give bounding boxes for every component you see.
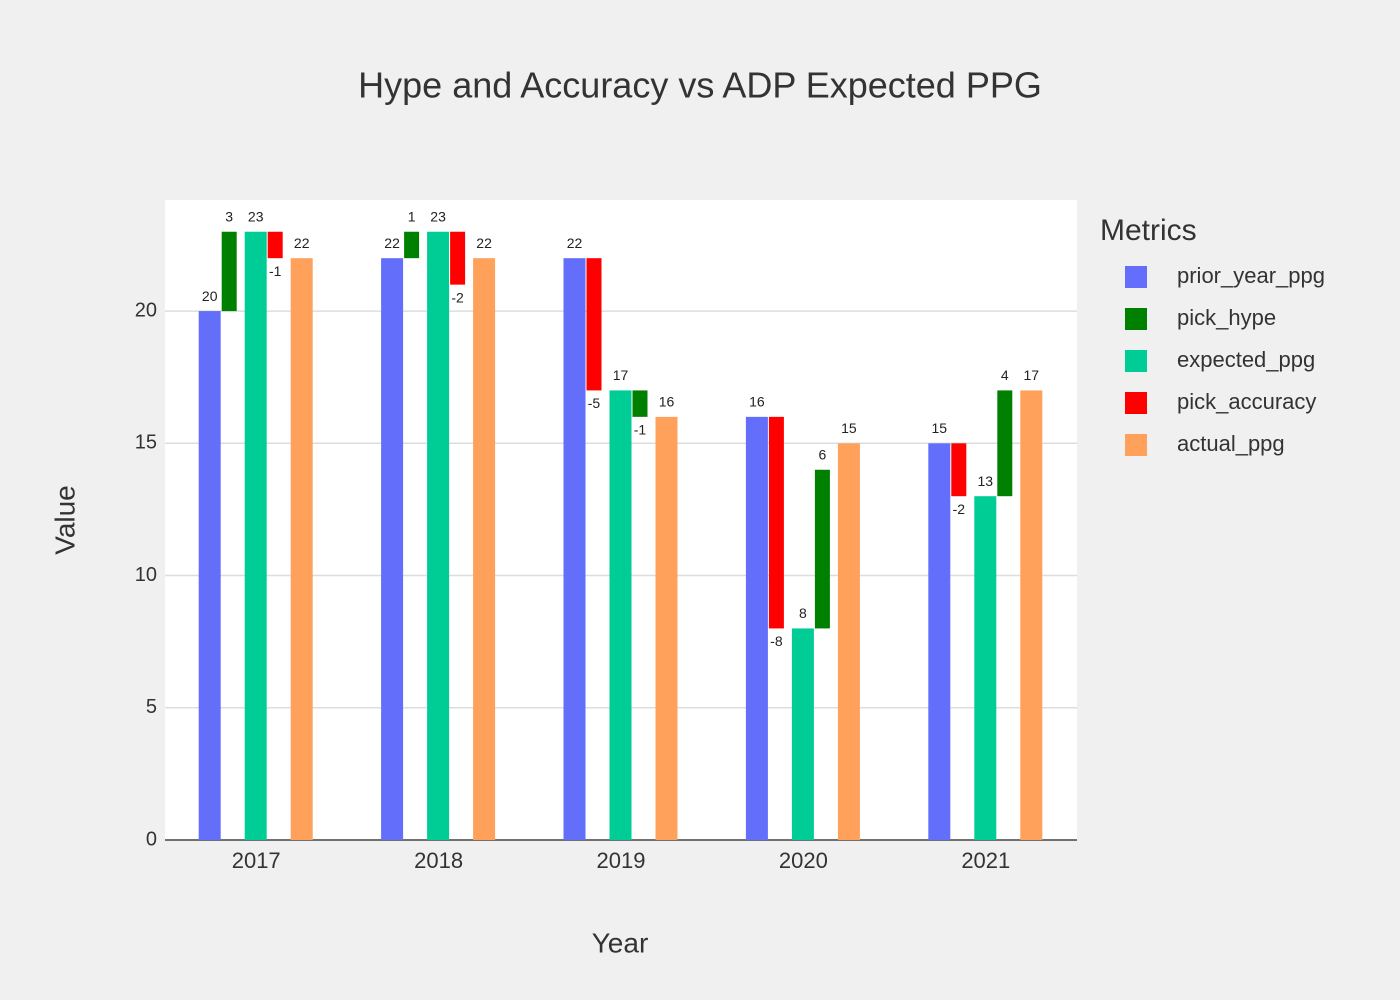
bar <box>997 390 1013 497</box>
value-label: 16 <box>659 394 675 410</box>
value-label: -2 <box>451 289 464 305</box>
bar <box>951 443 967 497</box>
value-label: -2 <box>953 501 966 517</box>
legend-swatch <box>1125 350 1147 372</box>
bar <box>609 390 632 840</box>
legend-swatch <box>1125 308 1147 330</box>
x-tick-label: 2018 <box>414 848 463 873</box>
x-tick-label: 2017 <box>232 848 281 873</box>
legend-label: actual_ppg <box>1177 431 1285 456</box>
bar <box>221 231 237 312</box>
bar <box>586 258 602 391</box>
bar <box>745 416 768 840</box>
bar <box>974 496 997 840</box>
y-tick-label: 5 <box>146 696 157 718</box>
value-label: 3 <box>225 208 233 224</box>
value-label: 20 <box>202 288 218 304</box>
value-label: 17 <box>1024 367 1040 383</box>
value-label: 8 <box>799 605 807 621</box>
x-tick-label: 2020 <box>779 848 828 873</box>
legend-label: expected_ppg <box>1177 347 1315 372</box>
x-tick-label: 2021 <box>961 848 1010 873</box>
bar <box>267 231 283 259</box>
y-tick-label: 15 <box>135 432 157 454</box>
value-label: 22 <box>384 235 400 251</box>
legend-swatch <box>1125 392 1147 414</box>
bar <box>632 390 648 417</box>
value-label: 17 <box>613 367 629 383</box>
bar <box>768 416 784 629</box>
value-label: 22 <box>476 235 492 251</box>
value-label: 16 <box>749 394 765 410</box>
legend-label: prior_year_ppg <box>1177 263 1325 288</box>
x-tick-label: 2019 <box>597 848 646 873</box>
value-label: 22 <box>294 235 310 251</box>
value-label: 4 <box>1001 367 1009 383</box>
legend-label: pick_hype <box>1177 305 1276 330</box>
value-label: -1 <box>269 263 282 279</box>
value-label: 22 <box>567 235 583 251</box>
bar <box>1020 390 1043 840</box>
bar <box>563 258 586 840</box>
bar <box>473 258 496 840</box>
bar <box>244 231 267 840</box>
value-label: 13 <box>978 473 994 489</box>
x-axis-title: Year <box>592 927 649 958</box>
value-label: 23 <box>248 208 264 224</box>
bar <box>404 231 420 259</box>
legend-title: Metrics <box>1100 214 1197 247</box>
bar <box>381 258 404 840</box>
y-tick-label: 10 <box>135 564 157 586</box>
bar <box>427 231 450 840</box>
chart-title: Hype and Accuracy vs ADP Expected PPG <box>358 65 1042 106</box>
bar <box>290 258 313 840</box>
value-label: 15 <box>932 420 948 436</box>
value-label: 15 <box>841 420 857 436</box>
legend-label: pick_accuracy <box>1177 389 1316 414</box>
y-tick-label: 0 <box>146 828 157 850</box>
value-label: -1 <box>634 422 647 438</box>
value-label: 6 <box>819 446 827 462</box>
value-label: -8 <box>770 633 783 649</box>
bar <box>655 416 678 840</box>
bar <box>837 443 860 840</box>
bar <box>928 443 951 840</box>
bar <box>450 231 466 285</box>
value-label: -5 <box>588 395 601 411</box>
y-axis-title: Value <box>49 485 80 555</box>
y-tick-label: 20 <box>135 299 157 321</box>
legend-swatch <box>1125 434 1147 456</box>
value-label: 1 <box>408 208 416 224</box>
value-label: 23 <box>430 208 446 224</box>
bar <box>198 311 221 841</box>
bar <box>791 628 814 840</box>
bar <box>814 469 830 629</box>
legend-swatch <box>1125 266 1147 288</box>
